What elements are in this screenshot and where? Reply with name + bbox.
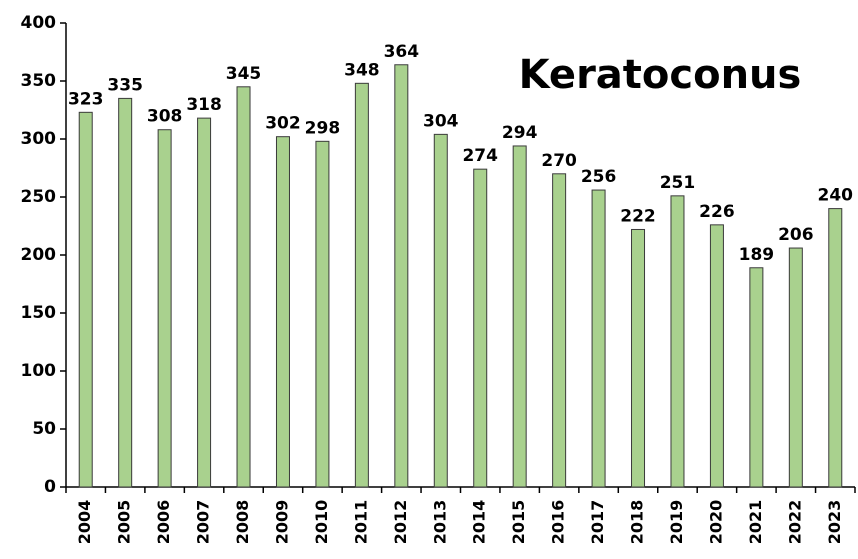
- bar: [709, 224, 724, 488]
- y-tick-label: 300: [21, 129, 57, 149]
- value-label: 251: [660, 173, 696, 193]
- bar: [433, 133, 448, 488]
- value-label: 256: [581, 167, 617, 187]
- bar: [631, 228, 646, 488]
- value-label: 323: [68, 89, 104, 109]
- x-tick-label: 2014: [470, 500, 489, 545]
- value-label: 348: [344, 60, 380, 80]
- x-tick-label: 2021: [746, 500, 765, 545]
- x-tick-label: 2006: [154, 500, 173, 545]
- x-tick-label: 2016: [549, 500, 568, 545]
- x-tick-label: 2011: [351, 500, 370, 545]
- x-tick-label: 2013: [430, 500, 449, 545]
- x-tick-label: 2012: [391, 500, 410, 545]
- x-tick-label: 2009: [272, 500, 291, 545]
- bar: [315, 140, 330, 488]
- x-tick-label: 2023: [825, 500, 844, 545]
- bar: [157, 129, 172, 488]
- value-label: 226: [699, 202, 735, 222]
- bar: [828, 208, 843, 488]
- x-tick-label: 2015: [509, 500, 528, 545]
- x-tick-label: 2020: [706, 500, 725, 545]
- x-tick-label: 2022: [785, 500, 804, 545]
- value-label: 318: [186, 95, 222, 115]
- y-tick-label: 250: [21, 187, 57, 207]
- bar: [78, 111, 93, 488]
- value-label: 189: [739, 245, 775, 265]
- bar: [788, 247, 803, 488]
- bar: [670, 195, 685, 488]
- value-label: 294: [502, 123, 538, 143]
- value-label: 270: [541, 151, 577, 171]
- value-label: 345: [226, 64, 262, 84]
- bar: [118, 97, 133, 488]
- x-tick-label: 2010: [312, 500, 331, 545]
- x-tick-label: 2019: [667, 500, 686, 545]
- bar: [473, 168, 488, 488]
- y-tick-label: 350: [21, 71, 57, 91]
- y-tick-label: 200: [21, 245, 57, 265]
- y-tick-label: 150: [21, 303, 57, 323]
- bar: [236, 86, 251, 488]
- x-tick-label: 2008: [233, 500, 252, 545]
- bar: [552, 173, 567, 488]
- value-label: 335: [107, 75, 143, 95]
- y-tick-label: 0: [44, 477, 56, 497]
- x-tick-label: 2007: [194, 500, 213, 545]
- x-tick-label: 2004: [75, 500, 94, 545]
- bar: [591, 189, 606, 488]
- bar: [275, 136, 290, 488]
- y-tick-label: 50: [32, 419, 56, 439]
- bar: [512, 145, 527, 488]
- value-label: 240: [818, 186, 854, 206]
- bar: [197, 117, 212, 488]
- value-label: 206: [778, 225, 814, 245]
- x-tick-label: 2018: [628, 500, 647, 545]
- value-label: 308: [147, 107, 183, 127]
- bar: [354, 82, 369, 488]
- y-tick-label: 400: [21, 13, 57, 33]
- bar: [394, 64, 409, 488]
- value-label: 364: [384, 42, 420, 62]
- x-tick-label: 2017: [588, 500, 607, 545]
- x-tick-label: 2005: [115, 500, 134, 545]
- y-tick-label: 100: [21, 361, 57, 381]
- value-label: 274: [462, 146, 498, 166]
- value-label: 298: [305, 118, 341, 138]
- value-label: 222: [620, 206, 656, 226]
- bar: [749, 267, 764, 488]
- chart-title: Keratoconus: [519, 52, 802, 98]
- value-label: 302: [265, 114, 301, 134]
- value-label: 304: [423, 111, 459, 131]
